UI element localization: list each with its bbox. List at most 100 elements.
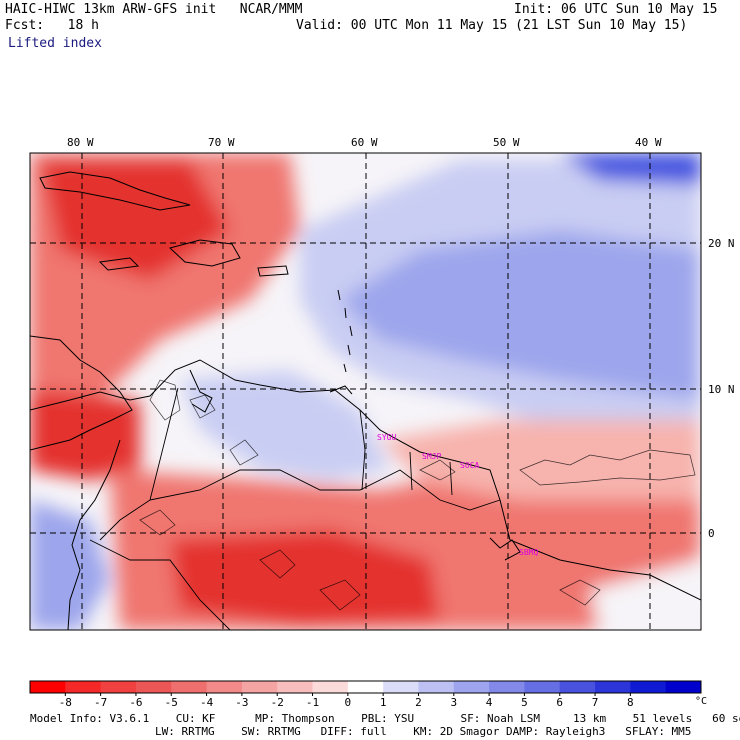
colorbar-frame — [29, 680, 702, 694]
colorbar-tick-label: -1 — [306, 696, 319, 709]
contour-5 — [519, 449, 696, 486]
lon-label: 40 W — [635, 136, 662, 149]
unstable-amazon-core — [170, 530, 440, 625]
colorbar-tick-label: -8 — [59, 696, 72, 709]
maracaibo — [189, 369, 213, 413]
valid-time: Valid: 00 UTC Mon 11 May 15 (21 LST Sun … — [296, 18, 688, 33]
model-title: HAIC-HIWC 13km ARW-GFS init NCAR/MMM — [5, 2, 303, 17]
south-america-coast — [30, 359, 701, 601]
colorbar-swatch — [100, 681, 137, 693]
lat-label: 0 — [708, 527, 715, 540]
jamaica-coast — [98, 257, 140, 271]
puerto-rico-coast — [257, 265, 289, 277]
colorbar-tick-label: 6 — [556, 696, 563, 709]
colorbar-tick-label: -4 — [200, 696, 214, 709]
colorbar-tick-label: -7 — [94, 696, 107, 709]
lon-label: 70 W — [208, 136, 235, 149]
colorbar-unit: °C — [695, 696, 707, 707]
border-guianas — [359, 409, 453, 496]
footer-physics-info: LW: RRTMG SW: RRTMG DIFF: full KM: 2D Sm… — [155, 725, 692, 738]
colorbar-tick-label: 1 — [380, 696, 387, 709]
coastlines — [30, 171, 701, 630]
colorbar-swatch — [312, 681, 349, 693]
colorbar-swatch — [559, 681, 596, 693]
lat-label: 10 N — [708, 383, 735, 396]
contour-9 — [139, 509, 176, 536]
station-label: SYGU — [377, 433, 396, 442]
colorbar-swatch — [630, 681, 667, 693]
field-name: Lifted index — [8, 36, 102, 51]
neutral-east — [590, 560, 700, 630]
contour-2 — [189, 394, 216, 419]
colorbar-swatches — [29, 680, 702, 694]
colorbar-swatch — [65, 681, 102, 693]
field-shading — [30, 153, 701, 630]
colorbar-swatch — [418, 681, 455, 693]
unstable-central-america — [30, 390, 140, 480]
init-time: Init: 06 UTC Sun 10 May 15 — [514, 2, 718, 17]
unstable-caribbean-core — [40, 160, 230, 280]
stable-region-core — [340, 230, 700, 400]
contour-7 — [319, 579, 361, 611]
map-frame — [29, 152, 702, 631]
colorbar-swatch — [453, 681, 490, 693]
stable-region-south — [180, 370, 390, 480]
amazon-mouth — [489, 537, 521, 561]
colorbar-tick-label: 7 — [592, 696, 599, 709]
cuba-coast — [39, 171, 191, 211]
contour-1 — [149, 379, 181, 421]
lon-label: 80 W — [67, 136, 94, 149]
lon-label: 60 W — [351, 136, 378, 149]
graticule — [30, 153, 701, 630]
map-field — [30, 153, 701, 630]
contour-6 — [259, 549, 296, 579]
colorbar-swatch — [347, 681, 384, 693]
contours — [139, 379, 696, 611]
colorbar-swatch — [383, 681, 419, 693]
colorbar-tick-label: 4 — [486, 696, 493, 709]
contour-3 — [229, 439, 259, 466]
colorbar-swatch — [524, 681, 561, 693]
central-america-coast — [30, 335, 133, 451]
border-peru-colombia — [89, 539, 231, 630]
contour-8 — [559, 579, 601, 606]
colorbar-swatch — [241, 681, 278, 693]
lon-labels: 80 W 70 W 60 W 50 W 40 W — [67, 136, 662, 149]
colorbar-swatch — [595, 681, 631, 693]
colorbar-swatch — [171, 681, 208, 693]
border-venezuela-colombia — [99, 387, 179, 541]
forecast-hour: Fcst: 18 h — [5, 18, 99, 33]
orinoco-delta — [329, 385, 353, 395]
colorbar-tick-label: -5 — [165, 696, 178, 709]
colorbar-tick-label: 5 — [521, 696, 528, 709]
station-label: SMJP — [422, 452, 441, 461]
footer-model-info: Model Info: V3.6.1 CU: KF MP: Thompson P… — [30, 712, 740, 725]
station-labels: SYGU SMJP SOCA SBMQ — [377, 433, 538, 557]
colorbar-tick-label: 3 — [450, 696, 457, 709]
border-brazil-north — [149, 469, 501, 511]
colorbar-tick-label: -2 — [271, 696, 284, 709]
colorbar-swatch — [135, 681, 172, 693]
colorbar-swatch — [30, 681, 66, 693]
colorbar-swatch — [489, 681, 525, 693]
lat-labels: 20 N 10 N 0 — [708, 237, 735, 540]
colorbar-tick-label: -3 — [235, 696, 248, 709]
unstable-atlantic-band — [380, 420, 700, 500]
colorbar-tick-label: 2 — [415, 696, 422, 709]
hispaniola-coast — [168, 239, 241, 267]
colorbar-tick-label: 0 — [345, 696, 352, 709]
station-label: SOCA — [460, 461, 479, 470]
contour-4 — [419, 459, 456, 481]
station-label: SBMQ — [519, 548, 538, 557]
antilles — [337, 289, 353, 373]
lat-label: 20 N — [708, 237, 735, 250]
colorbar-ticks: -8 -7 -6 -5 -4 -3 -2 -1 0 1 2 3 4 5 6 7 8 — [59, 693, 634, 709]
stable-region-strong — [560, 153, 701, 185]
colorbar-tick-label: -6 — [129, 696, 142, 709]
colorbar-swatch — [665, 681, 702, 693]
colorbar-swatch — [277, 681, 314, 693]
colorbar-tick-label: 8 — [627, 696, 634, 709]
lon-label: 50 W — [493, 136, 520, 149]
